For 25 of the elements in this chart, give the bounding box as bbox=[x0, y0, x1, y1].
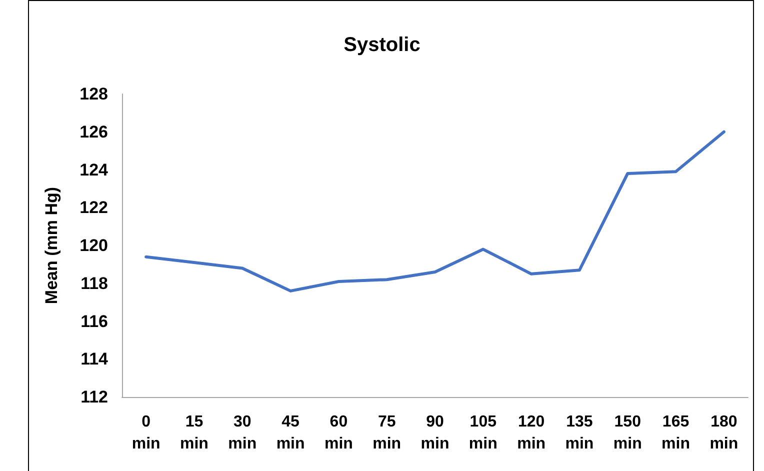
y-tick-label: 126 bbox=[80, 122, 108, 142]
y-tick-label: 118 bbox=[80, 274, 108, 293]
chart-title: Systolic bbox=[344, 34, 420, 56]
x-tick-label: 90 min bbox=[420, 414, 450, 452]
x-tick-label: 135 min bbox=[565, 414, 594, 452]
y-tick-label: 122 bbox=[80, 198, 108, 218]
y-tick-label: 124 bbox=[80, 160, 109, 180]
x-tick-label: 75 min bbox=[372, 414, 402, 452]
y-tick-label: 128 bbox=[80, 84, 108, 104]
x-tick-label: 45 min bbox=[276, 414, 305, 452]
x-tick-label: 60 min bbox=[324, 414, 353, 452]
y-tick-label: 120 bbox=[80, 236, 108, 255]
y-tick-label: 112 bbox=[80, 388, 108, 406]
x-tick-label: 180 min bbox=[710, 414, 738, 452]
x-tick-label: 120 min bbox=[517, 414, 546, 452]
y-tick-label: 114 bbox=[80, 350, 109, 369]
y-axis-title: Mean (mm Hg) bbox=[42, 186, 61, 304]
x-tick-label: 30 min bbox=[228, 414, 257, 452]
x-tick-label: 165 min bbox=[662, 414, 690, 452]
x-tick-label: 105 min bbox=[468, 414, 498, 452]
x-tick-label: 15 min bbox=[180, 414, 208, 452]
x-tick-label: 150 min bbox=[613, 414, 642, 452]
x-tick-label: 0 min bbox=[132, 414, 160, 452]
y-tick-label: 116 bbox=[80, 312, 108, 331]
line-series bbox=[144, 130, 726, 292]
